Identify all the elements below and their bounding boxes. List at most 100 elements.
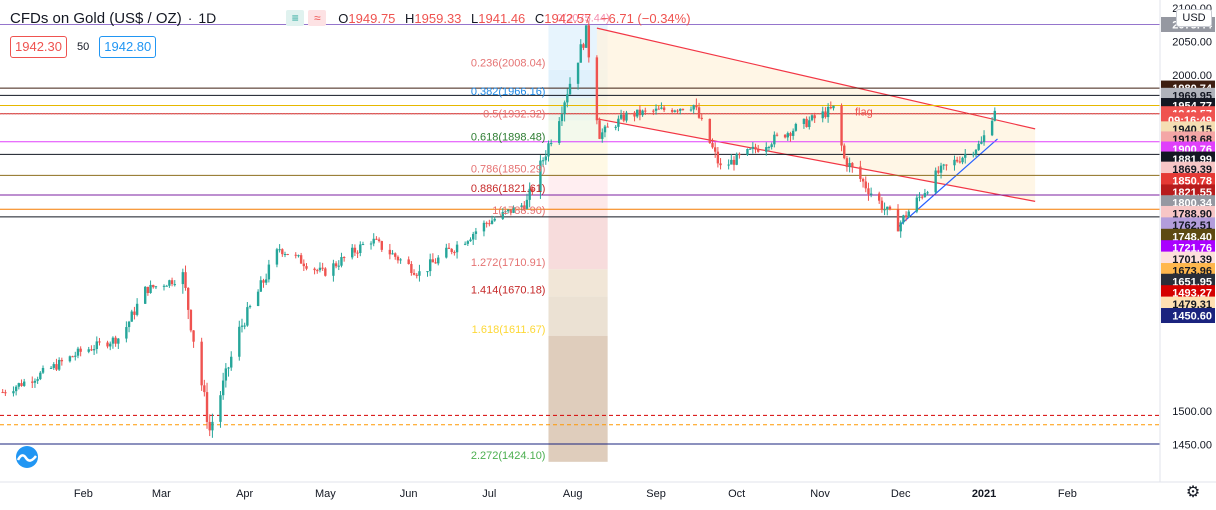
candle-body: [808, 120, 811, 127]
candle-body: [883, 209, 886, 211]
candle-body: [407, 259, 410, 265]
price-label-box: [1161, 296, 1215, 312]
candle-body: [297, 255, 300, 257]
x-tick-label: Mar: [152, 488, 171, 500]
candle-body: [455, 244, 459, 253]
x-tick-label: Jul: [482, 488, 496, 500]
candle-body: [695, 105, 698, 108]
y-tick-label: 1500.00: [1172, 406, 1212, 418]
price-label-box: [1161, 285, 1215, 301]
fib-label: 0.236(2008.04): [471, 58, 546, 70]
candle-body: [410, 264, 413, 273]
candle-body: [399, 259, 402, 261]
candle-body: [313, 268, 316, 271]
candle-body: [832, 105, 835, 109]
candle-body: [622, 114, 625, 121]
symbol-title[interactable]: CFDs on Gold (US$ / OZ): [10, 9, 182, 27]
candle-body: [689, 109, 693, 111]
candle-body: [243, 325, 246, 327]
candle-body: [219, 395, 222, 422]
x-tick-label: Apr: [236, 488, 253, 500]
candle-body: [939, 165, 943, 173]
price-label-box: [1161, 205, 1215, 221]
candle-body: [528, 188, 531, 200]
candle-body: [127, 321, 131, 328]
x-tick-label: Feb: [74, 488, 93, 500]
price-label-box: [1161, 273, 1215, 289]
candle-body: [294, 254, 297, 256]
candle-body: [281, 249, 284, 255]
fib-label: 1.414(1670.18): [471, 285, 546, 297]
candle-body: [638, 109, 642, 116]
x-tick-label: Aug: [563, 488, 583, 500]
candle-body: [746, 148, 749, 155]
low-value: 1941.46: [478, 10, 526, 26]
candle-body: [375, 238, 378, 240]
candle-body: [829, 106, 833, 109]
candle-body: [934, 170, 937, 193]
candle-body: [566, 94, 569, 103]
candle-body: [523, 205, 526, 209]
candle-body: [601, 132, 604, 139]
candle-body: [474, 231, 478, 234]
candle-body: [697, 107, 701, 118]
tradingview-logo-icon[interactable]: [12, 446, 42, 468]
currency-button[interactable]: USD: [1176, 9, 1212, 27]
price-label-box: [1161, 173, 1215, 189]
candle-body: [4, 392, 7, 394]
candle-body: [676, 110, 679, 112]
fib-label: 0.5(1932.32): [483, 109, 545, 121]
open-key: O: [338, 10, 349, 26]
fib-zone: [548, 269, 608, 297]
candle-body: [606, 126, 609, 128]
candle-body: [12, 391, 15, 394]
candle-body: [173, 284, 176, 286]
interval-label[interactable]: 1D: [198, 10, 217, 26]
candle-body: [418, 271, 421, 276]
candle-body: [558, 121, 561, 144]
candle-body: [394, 253, 397, 257]
candle-body: [187, 287, 190, 310]
candle-body: [579, 44, 582, 63]
candle-body: [168, 280, 171, 286]
candle-body: [264, 279, 268, 283]
candle-body: [864, 181, 867, 189]
fib-label: 2.272(1424.10): [471, 450, 546, 462]
fib-label: 0.786(1850.29): [471, 164, 546, 176]
candle-body: [813, 115, 816, 119]
candle-body: [964, 154, 967, 158]
sell-price-button[interactable]: 1942.30: [10, 36, 67, 58]
candle-body: [899, 222, 902, 232]
candle-body: [848, 163, 851, 168]
candle-body: [958, 161, 962, 163]
candle-body: [652, 110, 655, 112]
candle-body: [380, 241, 383, 250]
candle-body: [135, 303, 139, 315]
candle-body: [730, 159, 733, 165]
candle-body: [469, 239, 472, 242]
candle-body: [990, 120, 994, 136]
fib-zone: [548, 296, 608, 336]
fib-label: 1(1788.90): [492, 205, 545, 217]
candle-body: [531, 188, 534, 193]
high-key: H: [405, 10, 415, 26]
candle-body: [33, 380, 37, 383]
settings-gear-icon[interactable]: ⚙: [1185, 484, 1201, 501]
candle-body: [603, 126, 607, 133]
candle-body: [49, 367, 53, 369]
candle-body: [821, 111, 824, 119]
equals-icon[interactable]: ≡: [286, 10, 305, 26]
candle-body: [654, 108, 658, 111]
buy-price-button[interactable]: 1942.80: [99, 36, 157, 58]
candle-body: [57, 359, 61, 370]
candle-body: [165, 285, 168, 287]
candle-body: [826, 106, 830, 118]
price-label-box: [1161, 308, 1215, 324]
candle-body: [770, 144, 773, 148]
candle-body: [783, 134, 787, 138]
candle-body: [149, 284, 152, 293]
wave-icon[interactable]: ≈: [308, 10, 327, 26]
candle-body: [982, 135, 986, 143]
